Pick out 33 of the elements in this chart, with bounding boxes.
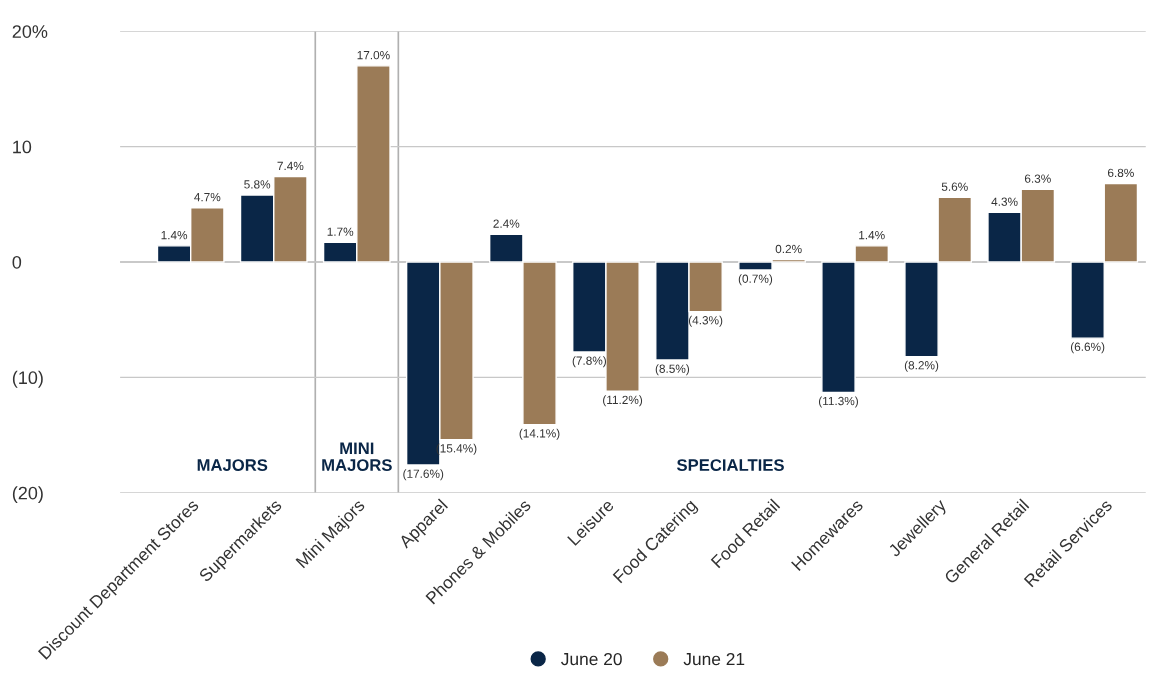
annotation: MINI MAJORS	[322, 442, 392, 471]
data-label: 1.4%	[859, 231, 885, 240]
data-label: 5.6%	[941, 182, 968, 191]
data-label: 7.4%	[277, 161, 304, 171]
data-label: 17.0%	[357, 50, 390, 60]
data-label: 6.3%	[1024, 174, 1051, 183]
data-label: 4.7%	[194, 192, 221, 202]
data-label: 2.4%	[493, 219, 520, 228]
data-label: (14.1%)	[519, 428, 560, 440]
data-label: (17.6%)	[403, 469, 444, 481]
y-tick-label: 10	[13, 140, 32, 154]
data-label: 0.2%	[775, 244, 802, 254]
data-label: (0.7%)	[738, 274, 773, 286]
legend-label: June 21	[683, 652, 745, 666]
y-tick-label: 20%	[12, 25, 48, 38]
y-tick-label: 0	[12, 255, 22, 269]
data-label: 5.8%	[244, 180, 271, 189]
data-label: 6.8%	[1107, 168, 1134, 178]
data-label: (11.3%)	[818, 396, 858, 408]
data-label: (8.5%)	[655, 364, 690, 376]
data-label: 4.3%	[991, 197, 1018, 206]
annotation: MAJORS	[197, 459, 268, 471]
data-label: (6.6%)	[1070, 342, 1105, 354]
data-label: (11.2%)	[603, 395, 643, 407]
data-label: 1.7%	[327, 227, 354, 236]
data-label: 1.4%	[161, 231, 188, 240]
data-label: (7.8%)	[572, 356, 606, 368]
y-tick-label: (20)	[12, 486, 43, 504]
y-tick-label: (10)	[12, 370, 43, 388]
data-label: (8.2%)	[904, 360, 939, 372]
legend-label: June 20	[561, 652, 622, 666]
data-label: (4.3%)	[688, 315, 723, 327]
annotation: SPECIALTIES	[676, 459, 784, 471]
